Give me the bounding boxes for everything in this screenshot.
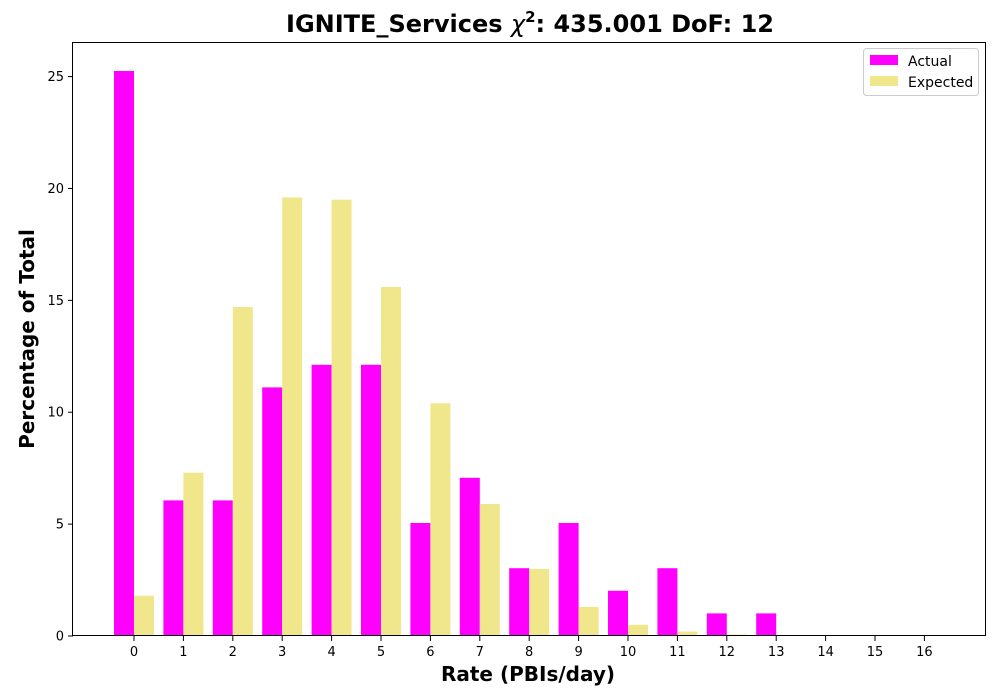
bar-expected-0: [134, 595, 154, 636]
y-tick-label: 5: [56, 518, 64, 533]
plot-frame: [72, 42, 986, 636]
x-tick-label: 12: [719, 645, 736, 660]
y-tick-label: 25: [47, 70, 64, 85]
legend-label-expected: Expected: [908, 75, 973, 91]
bar-expected-4: [331, 199, 352, 636]
bar-actual-11: [657, 568, 678, 636]
bar-expected-8: [529, 568, 550, 636]
x-tick-label: 5: [377, 645, 385, 660]
x-tick-label: 14: [817, 645, 834, 660]
x-tick-label: 11: [669, 645, 686, 660]
y-tick-label: 10: [47, 406, 64, 421]
x-tick-label: 2: [229, 645, 237, 660]
bar-actual-0: [114, 70, 134, 637]
bar-expected-2: [232, 307, 253, 636]
x-tick-label: 6: [426, 645, 434, 660]
bar-expected-3: [282, 197, 303, 636]
bar-expected-5: [381, 286, 401, 636]
x-tick-label: 7: [476, 645, 484, 660]
bar-expected-1: [183, 472, 204, 636]
x-tick-label: 1: [179, 645, 187, 660]
x-tick-label: 9: [574, 645, 582, 660]
y-axis-ticks: 0 5 10 15 20 25: [47, 70, 73, 645]
y-tick-label: 15: [47, 294, 64, 309]
legend-label-actual: Actual: [908, 54, 952, 70]
legend: Actual Expected: [863, 48, 979, 96]
bar-actual-2: [212, 500, 233, 636]
legend-swatch-actual: [870, 55, 898, 65]
y-tick-label: 20: [47, 182, 64, 197]
bar-actual-7: [459, 477, 480, 636]
bar-actual-10: [608, 590, 628, 636]
bar-expected-10: [628, 624, 648, 636]
bar-actual-4: [311, 364, 332, 636]
bar-actual-13: [756, 613, 777, 636]
y-axis-label: Percentage of Total: [15, 229, 39, 449]
x-tick-label: 10: [620, 645, 637, 660]
x-axis-ticks: 0 1 2 3 4 5 6 7 8 9 10 11 12 13 14 15 16: [130, 636, 933, 660]
x-tick-label: 0: [130, 645, 138, 660]
x-tick-label: 16: [916, 645, 933, 660]
x-tick-label: 8: [525, 645, 533, 660]
bar-actual-5: [361, 364, 381, 636]
bar-actual-6: [410, 522, 431, 636]
x-tick-label: 13: [768, 645, 785, 660]
bar-actual-12: [706, 613, 727, 636]
bar-expected-6: [430, 403, 451, 636]
chart-title: IGNITE_Services χ2: 435.001 DoF: 12: [286, 8, 774, 38]
bar-expected-9: [578, 606, 599, 636]
x-axis-label: Rate (PBIs/day): [441, 662, 615, 686]
bar-actual-9: [558, 522, 579, 636]
bars-group: [114, 70, 797, 637]
bar-actual-8: [509, 568, 530, 636]
x-tick-label: 4: [327, 645, 335, 660]
bar-actual-3: [262, 387, 283, 636]
bar-expected-11: [677, 631, 698, 636]
bar-expected-7: [479, 503, 500, 636]
y-tick-label: 0: [56, 630, 64, 645]
legend-swatch-expected: [870, 76, 898, 86]
bar-actual-1: [163, 500, 184, 636]
x-tick-label: 15: [867, 645, 884, 660]
x-tick-label: 3: [278, 645, 286, 660]
